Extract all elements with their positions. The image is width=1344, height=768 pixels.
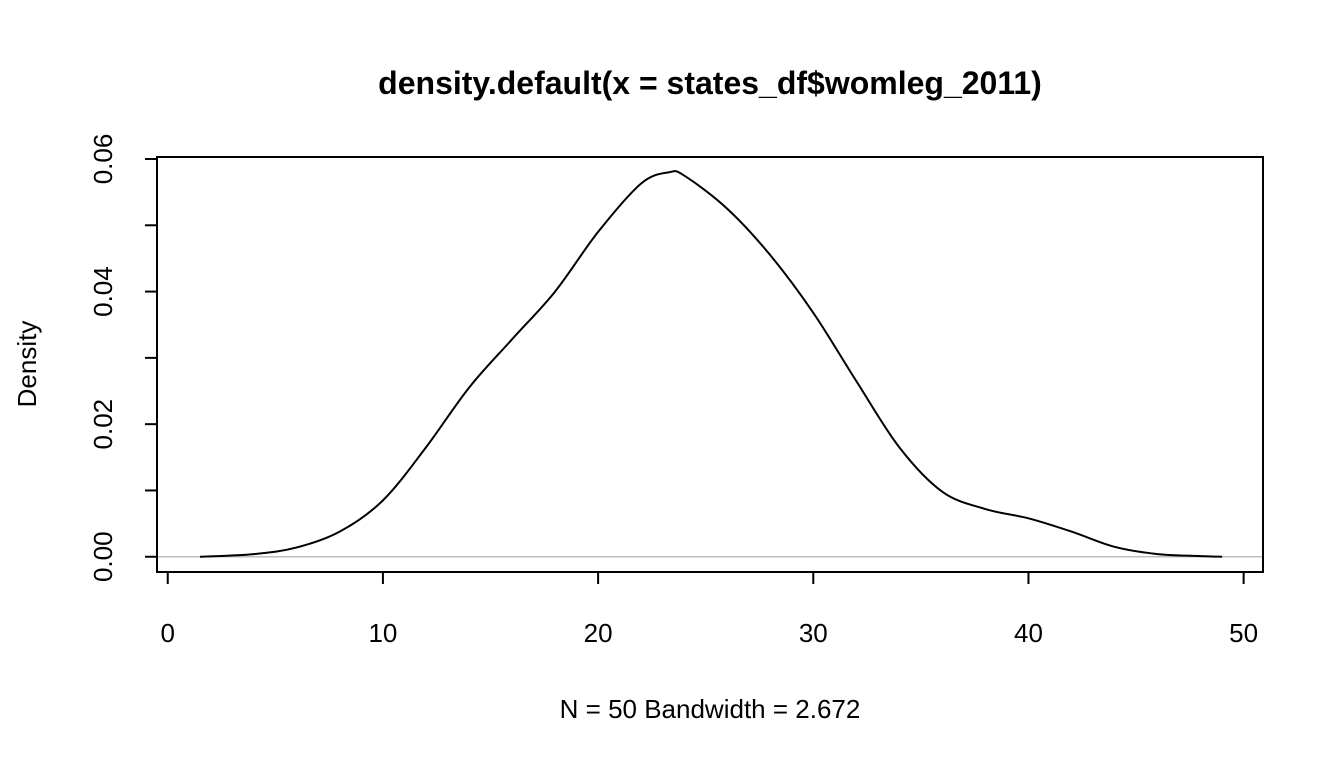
y-tick-label: 0.00: [88, 531, 118, 582]
x-axis-label: N = 50 Bandwidth = 2.672: [560, 694, 861, 724]
y-tick-label: 0.04: [88, 266, 118, 317]
x-tick-label: 20: [584, 618, 613, 648]
x-axis: 0 10 20 30 40 50: [161, 571, 1258, 648]
density-curve: [199, 170, 1223, 558]
x-tick-label: 40: [1014, 618, 1043, 648]
y-axis: 0.00 0.02 0.04 0.06: [88, 134, 158, 582]
x-tick-label: 0: [161, 618, 175, 648]
chart-title: density.default(x = states_df$womleg_201…: [378, 65, 1042, 101]
y-tick-label: 0.02: [88, 399, 118, 450]
x-tick-label: 10: [368, 618, 397, 648]
x-tick-label: 50: [1229, 618, 1258, 648]
x-tick-label: 30: [799, 618, 828, 648]
plot-box: [156, 156, 1264, 573]
y-tick-label: 0.06: [88, 134, 118, 185]
y-axis-label: Density: [12, 321, 42, 408]
